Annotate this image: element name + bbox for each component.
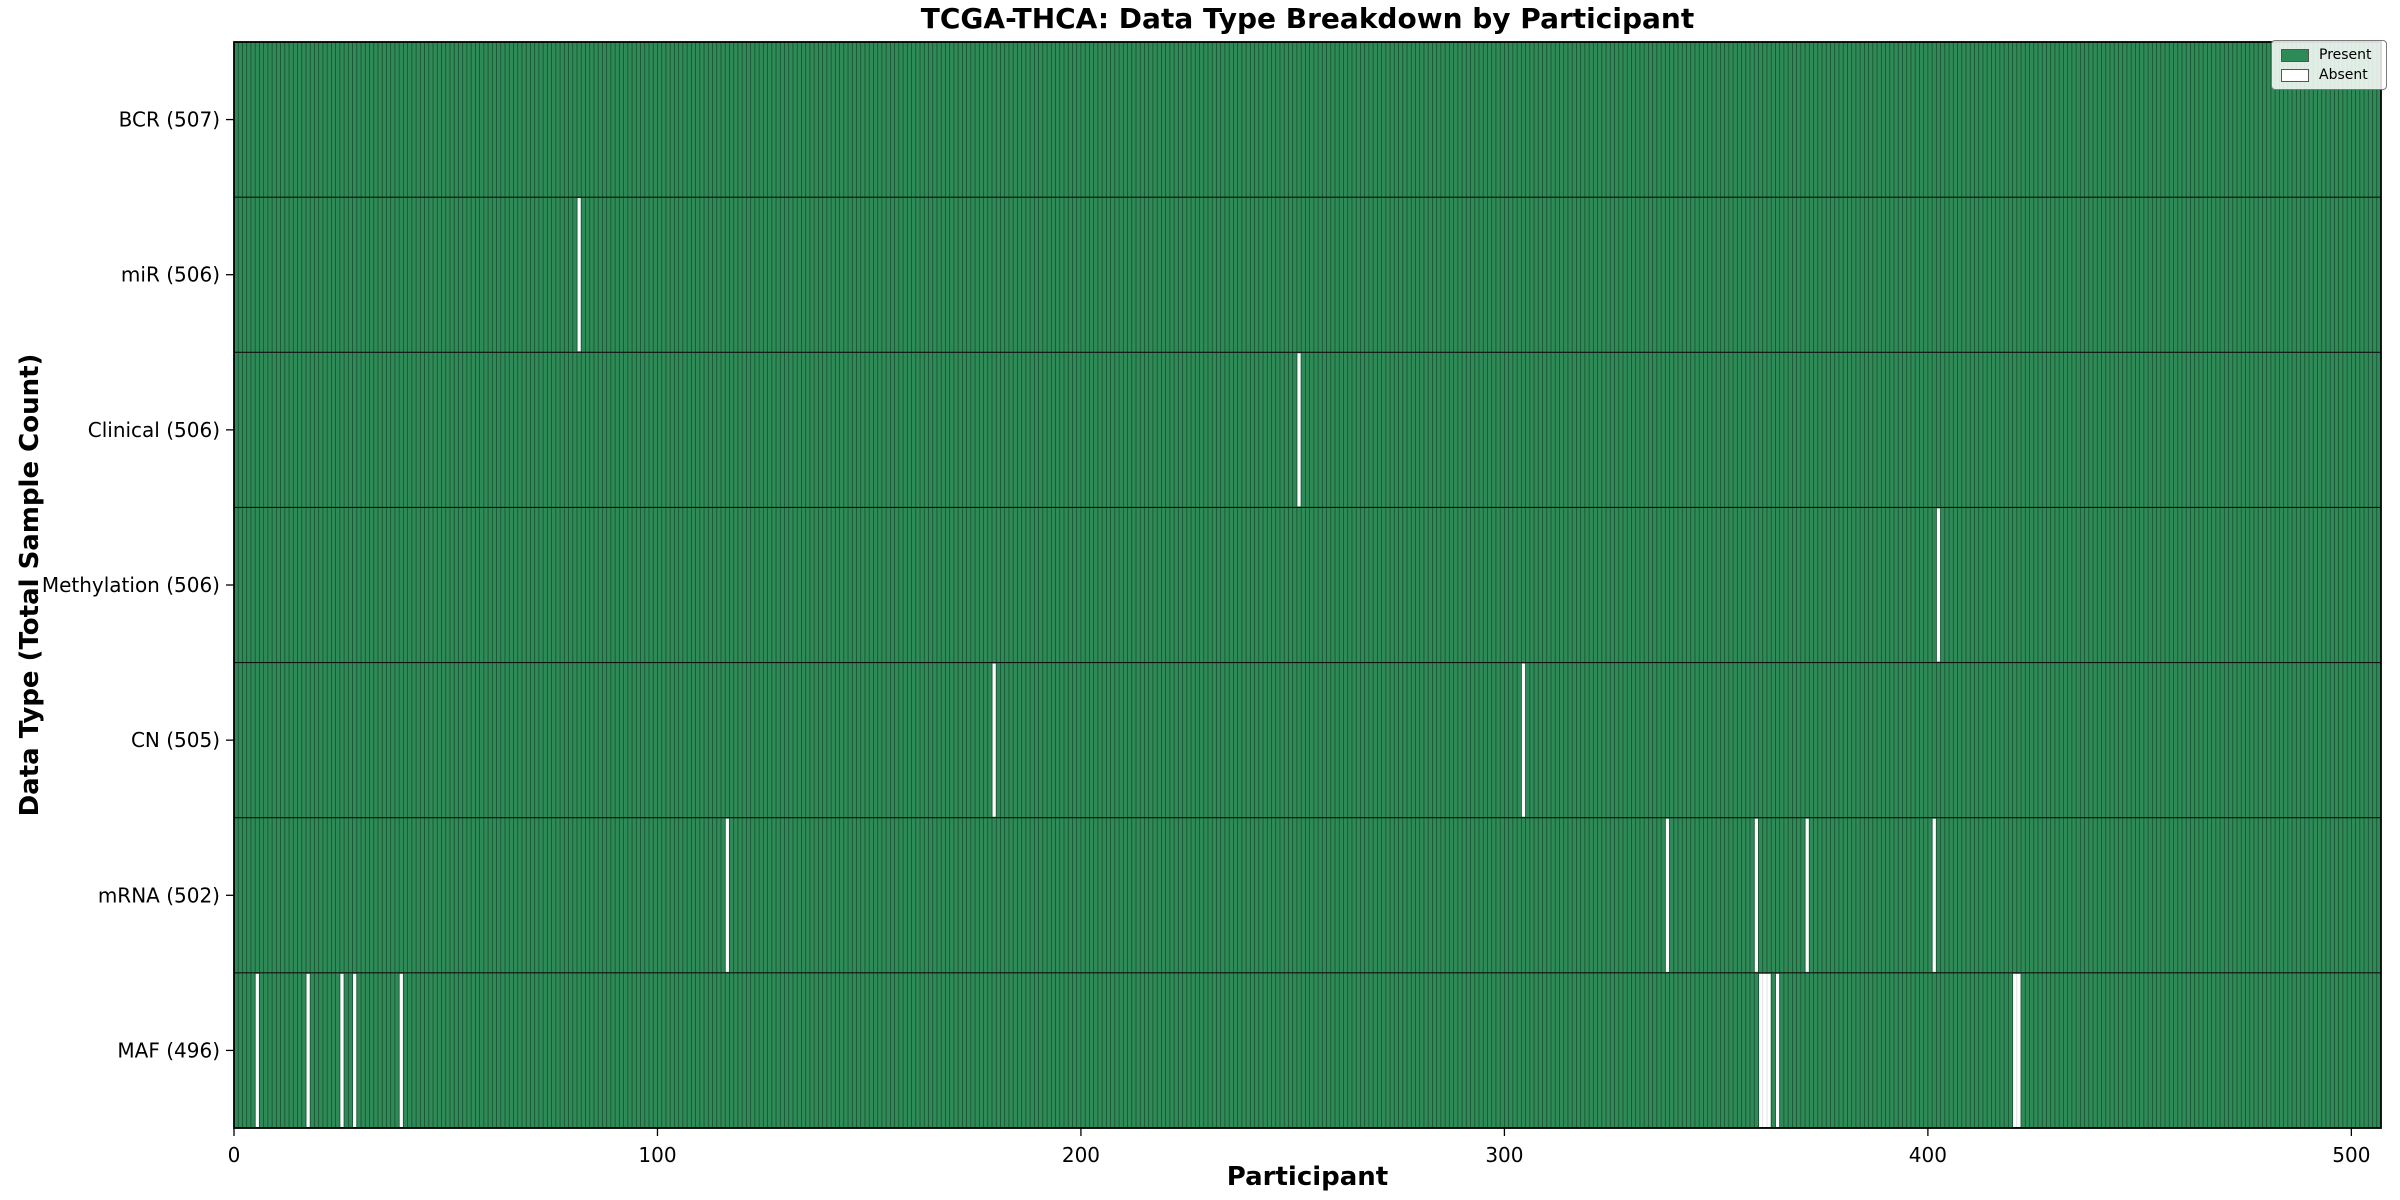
- absent-bar-MAF: [1759, 973, 1771, 1127]
- x-axis-label: Participant: [1226, 1162, 1389, 1192]
- x-tick-label: 100: [638, 1143, 676, 1167]
- y-tick-label-miR: miR (506): [121, 263, 220, 287]
- present-area: [234, 42, 2381, 1128]
- y-tick-label-BCR: BCR (507): [119, 108, 220, 132]
- y-tick-label-Clinical: Clinical (506): [88, 418, 220, 442]
- y-tick-label-mRNA: mRNA (502): [98, 883, 220, 907]
- legend: Present Absent: [2271, 40, 2387, 90]
- absent-bar-mRNA: [1754, 818, 1758, 972]
- absent-bar-mRNA: [1932, 818, 1936, 972]
- absent-bar-MAF: [255, 973, 259, 1127]
- present-swatch: [2281, 48, 2309, 62]
- x-tick-label: 500: [2332, 1143, 2370, 1167]
- x-tick-label: 300: [1485, 1143, 1523, 1167]
- absent-bar-MAF: [340, 973, 344, 1127]
- absent-bar-MAF: [399, 973, 403, 1127]
- absent-swatch: [2281, 68, 2309, 82]
- legend-label-absent: Absent: [2319, 67, 2368, 83]
- legend-item-present: Present: [2281, 48, 2377, 62]
- absent-bar-mRNA: [1805, 818, 1809, 972]
- absent-bar-miR: [577, 198, 581, 352]
- absent-bar-Methylation: [1936, 508, 1941, 662]
- x-tick-label: 400: [1909, 1143, 1947, 1167]
- absent-bar-mRNA: [725, 818, 729, 972]
- x-tick-label: 0: [228, 1143, 241, 1167]
- absent-bar-MAF: [2013, 973, 2021, 1127]
- absent-bar-CN: [992, 663, 996, 817]
- legend-item-absent: Absent: [2281, 68, 2377, 82]
- absent-bar-MAF: [306, 973, 310, 1127]
- absent-bar-mRNA: [1665, 818, 1670, 972]
- chart-title: TCGA-THCA: Data Type Breakdown by Partic…: [920, 2, 1695, 35]
- absent-bar-MAF: [1775, 973, 1780, 1127]
- absent-bar-MAF: [353, 973, 357, 1127]
- y-tick-label-CN: CN (505): [131, 728, 220, 752]
- y-tick-label-MAF: MAF (496): [117, 1038, 220, 1062]
- legend-label-present: Present: [2319, 47, 2372, 63]
- y-tick-label-Methylation: Methylation (506): [42, 573, 220, 597]
- x-tick-label: 200: [1062, 1143, 1100, 1167]
- participant-bar-edges: [237, 42, 2378, 1128]
- absent-bar-Clinical: [1297, 353, 1301, 507]
- absent-bar-CN: [1521, 663, 1526, 817]
